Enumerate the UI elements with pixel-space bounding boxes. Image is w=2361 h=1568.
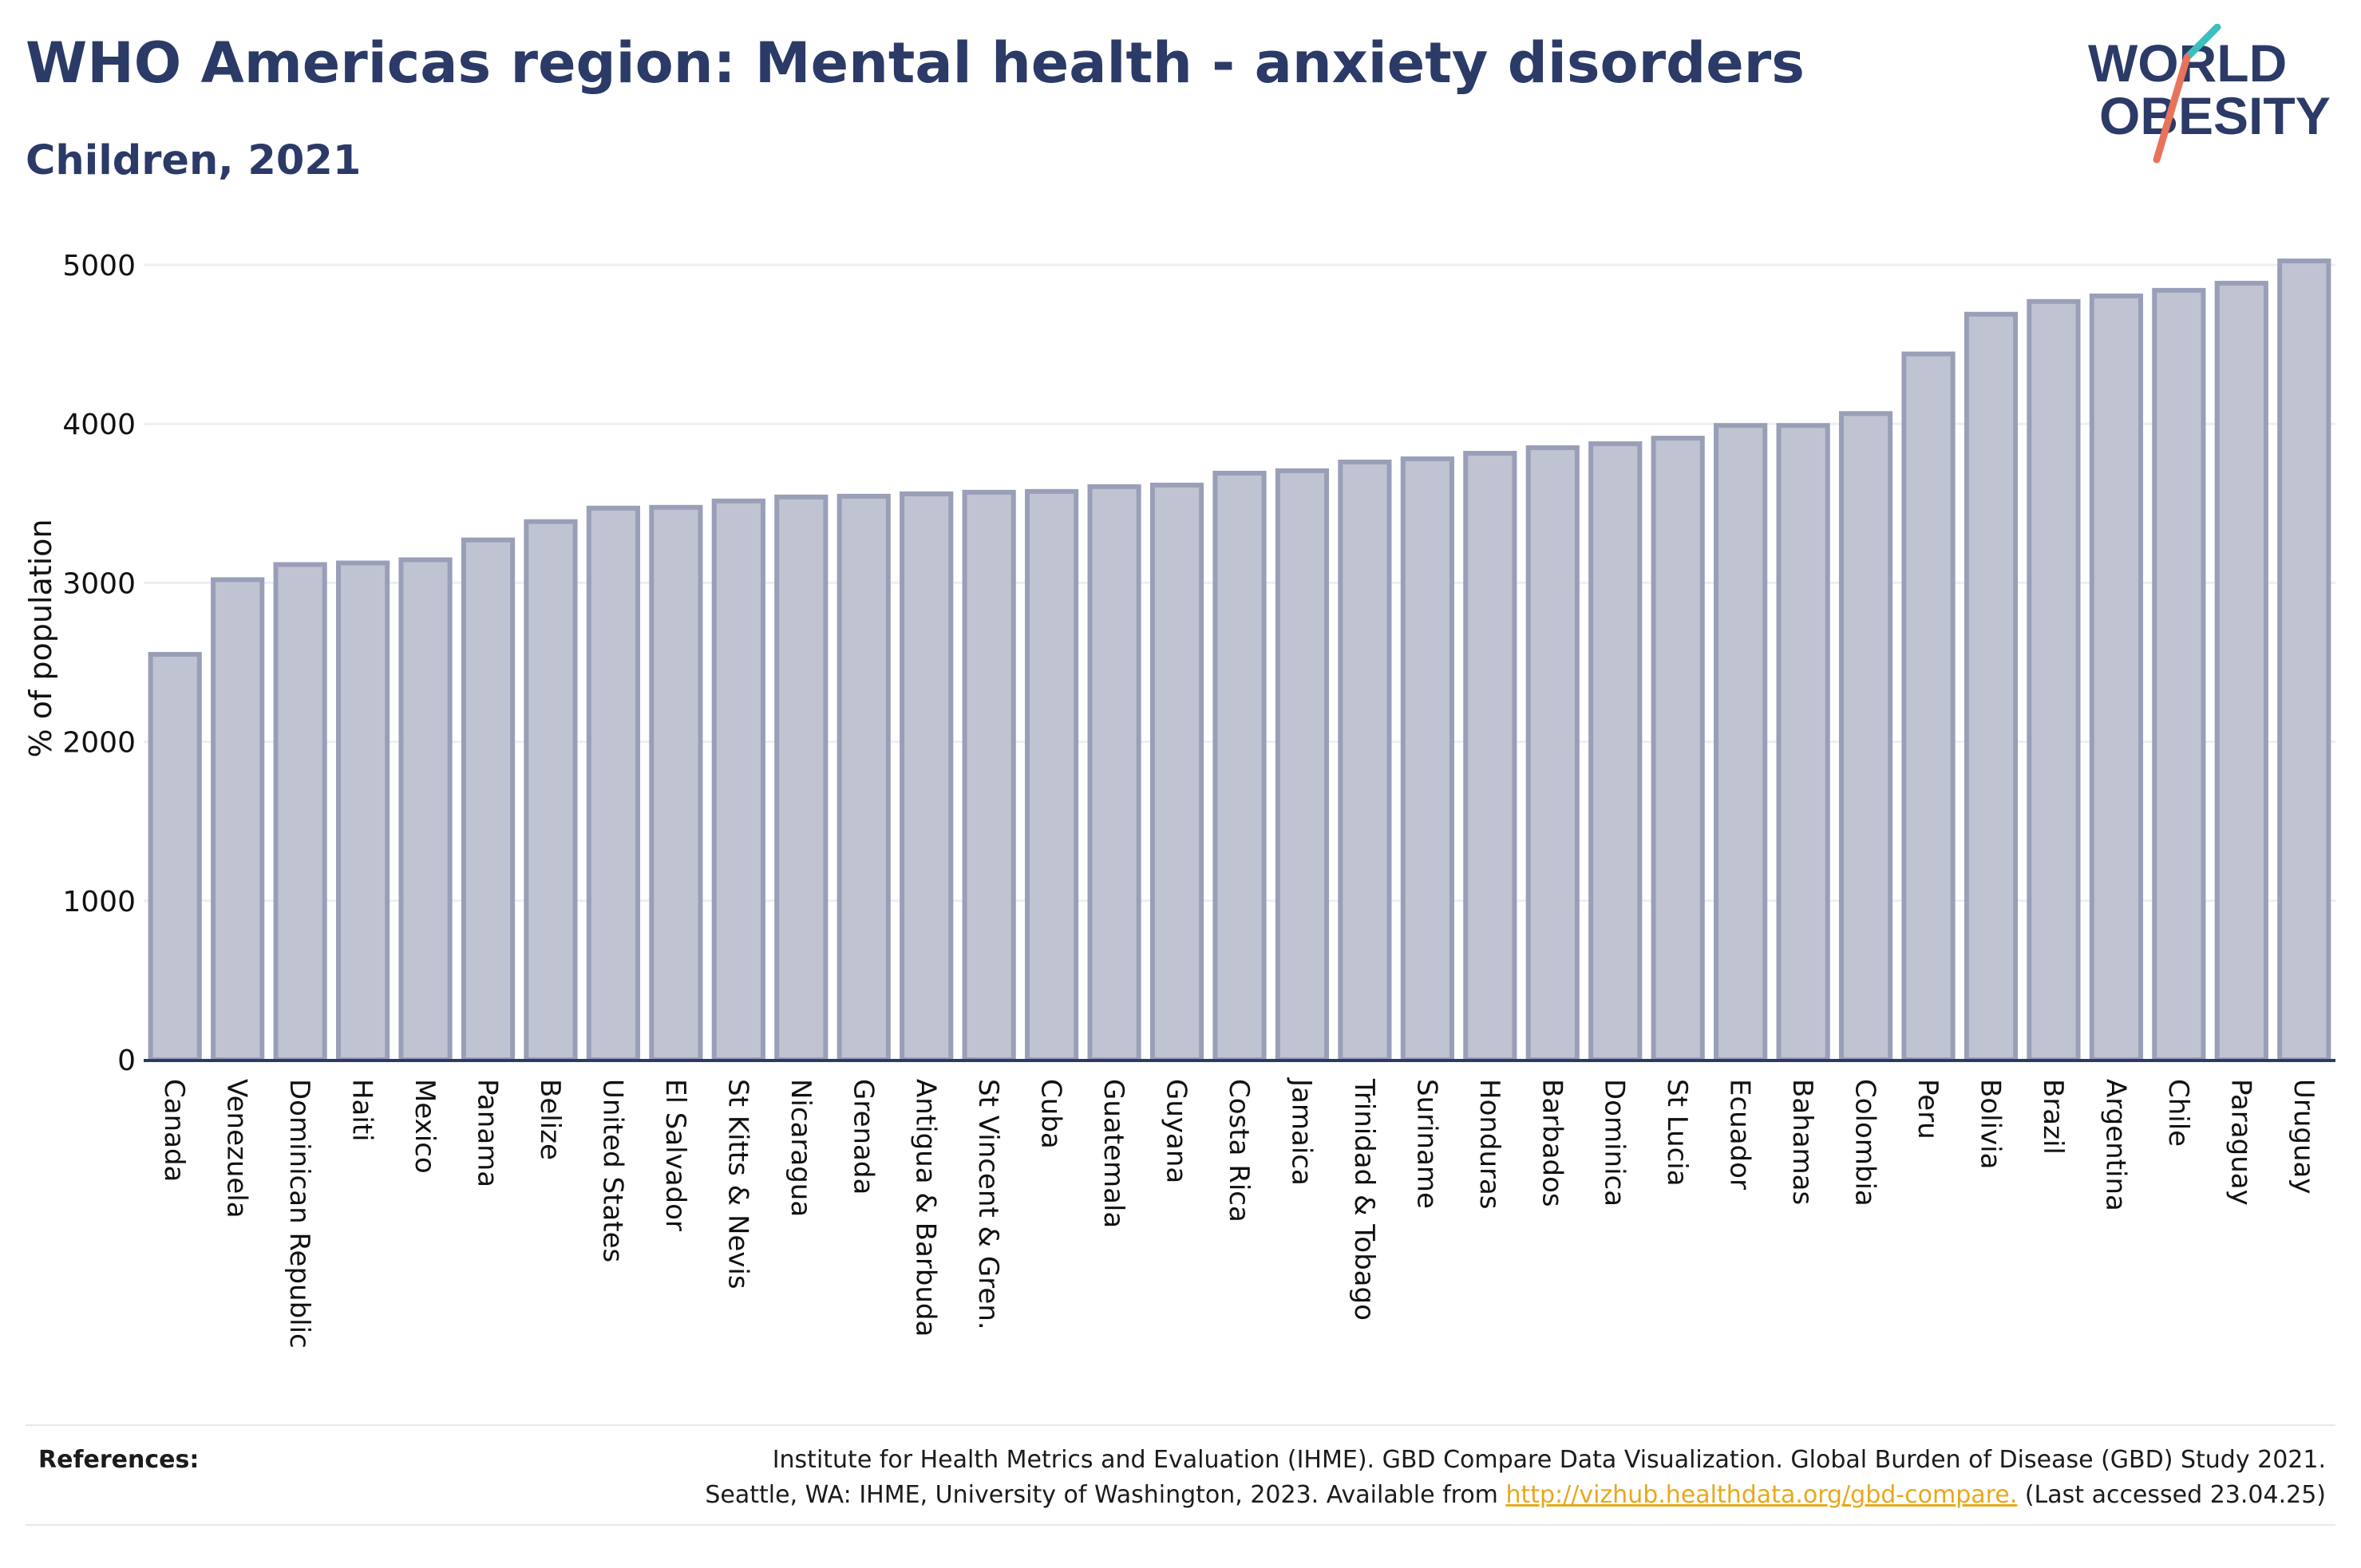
reference-line-2: Seattle, WA: IHME, University of Washing… <box>705 1478 2326 1513</box>
x-tick-label: Jamaica <box>1285 1077 1317 1186</box>
x-tick-label: Mexico <box>409 1079 441 1174</box>
x-tick-label: Paraguay <box>2225 1079 2256 1206</box>
bar <box>148 652 202 1062</box>
x-tick-label: Belize <box>534 1079 566 1160</box>
logo-slash-coral <box>2153 53 2191 164</box>
bar <box>336 560 390 1062</box>
bar <box>1275 468 1330 1062</box>
bar <box>461 537 516 1062</box>
x-tick-label: Barbados <box>1536 1079 1568 1207</box>
bar <box>398 557 453 1062</box>
x-tick-label: Nicaragua <box>785 1079 817 1217</box>
x-tick-label: Haiti <box>346 1079 378 1142</box>
y-axis-label: % of population <box>23 519 58 757</box>
bar <box>2027 298 2081 1063</box>
bar <box>1714 423 1768 1062</box>
y-tick-label: 1000 <box>62 886 136 918</box>
bar <box>1964 311 2019 1062</box>
bar <box>1776 423 1830 1062</box>
bar <box>1651 436 1705 1062</box>
bar <box>2277 259 2331 1062</box>
reference-link[interactable]: http://vizhub.healthdata.org/gbd-compare… <box>1505 1481 2018 1509</box>
bar <box>711 498 765 1062</box>
bar <box>836 493 891 1062</box>
bar <box>1087 484 1141 1062</box>
bar <box>1212 470 1267 1062</box>
bar <box>211 577 265 1062</box>
bar <box>1901 351 1956 1062</box>
bar <box>1588 441 1643 1062</box>
x-tick-label: Peru <box>1912 1079 1944 1139</box>
x-tick-label: Uruguay <box>2288 1079 2319 1195</box>
x-tick-label: Argentina <box>2099 1079 2131 1211</box>
y-tick-labels: 0 1000 2000 3000 4000 5000 <box>62 250 136 1077</box>
bar <box>1838 411 1893 1062</box>
x-tick-label: Antigua & Barbuda <box>910 1079 942 1337</box>
x-tick-label: Dominica <box>1599 1079 1631 1207</box>
x-tick-labels: Canada Venezuela Dominican Republic Haiti Me… <box>158 1077 2319 1349</box>
bar <box>1025 488 1079 1062</box>
bar <box>524 519 578 1062</box>
bar <box>586 505 641 1062</box>
x-tick-label: Guyana <box>1161 1079 1192 1183</box>
bar <box>1463 451 1517 1062</box>
x-tick-label: St Kitts & Nevis <box>722 1079 753 1290</box>
logo-slash-teal <box>2183 24 2221 61</box>
x-tick-label: Suriname <box>1410 1079 1442 1209</box>
y-tick-label: 3000 <box>62 567 136 600</box>
x-tick-label: Panama <box>472 1079 504 1187</box>
world-obesity-logo: WORLD OBESITY <box>2088 24 2331 164</box>
x-tick-label: Colombia <box>1849 1079 1881 1207</box>
bar <box>2089 293 2143 1062</box>
chart-title: WHO Americas region: Mental health - anx… <box>26 30 1805 96</box>
bar <box>1400 456 1454 1062</box>
bar <box>1149 482 1204 1062</box>
references-top-rule <box>26 1424 2335 1426</box>
x-tick-label: Chile <box>2162 1079 2194 1147</box>
y-tick-label: 4000 <box>62 409 136 441</box>
bar <box>2152 287 2206 1062</box>
x-tick-label: Costa Rica <box>1223 1079 1255 1222</box>
x-tick-label: Brazil <box>2037 1079 2069 1155</box>
reference-line-2-suffix: (Last accessed 23.04.25) <box>2017 1481 2326 1509</box>
bars <box>148 259 2331 1063</box>
bar <box>1525 445 1580 1062</box>
x-tick-label: Trinidad & Tobago <box>1348 1078 1380 1321</box>
logo-text-obesity: OBESITY <box>2099 86 2331 145</box>
bar <box>649 504 703 1062</box>
x-tick-label: Canada <box>158 1079 190 1182</box>
y-tick-label: 5000 <box>62 250 136 282</box>
x-tick-label: Bahamas <box>1786 1079 1818 1205</box>
y-tick-label: 2000 <box>62 727 136 760</box>
x-tick-label: El Salvador <box>659 1079 691 1231</box>
x-tick-label: Grenada <box>847 1079 879 1195</box>
x-tick-label: United States <box>596 1079 628 1262</box>
y-tick-label: 0 <box>117 1045 136 1077</box>
chart-subtitle: Children, 2021 <box>26 137 362 184</box>
x-tick-label: Venezuela <box>221 1079 253 1218</box>
reference-line-2-prefix: Seattle, WA: IHME, University of Washing… <box>705 1481 1506 1509</box>
x-tick-label: Cuba <box>1035 1079 1067 1149</box>
x-tick-label: Ecuador <box>1724 1079 1756 1190</box>
references-text: Institute for Health Metrics and Evaluat… <box>705 1443 2326 1513</box>
x-tick-label: Honduras <box>1473 1079 1505 1210</box>
x-tick-label: St Vincent & Gren. <box>972 1079 1004 1330</box>
reference-line-1: Institute for Health Metrics and Evaluat… <box>772 1446 2326 1474</box>
bar <box>273 562 327 1062</box>
x-tick-label: Bolivia <box>1974 1079 2006 1169</box>
bar <box>1338 460 1392 1062</box>
bar <box>900 491 954 1062</box>
references-label: References: <box>38 1446 200 1474</box>
x-tick-label: St Lucia <box>1661 1079 1693 1187</box>
bar <box>2214 280 2268 1062</box>
references-bottom-rule <box>26 1524 2335 1526</box>
x-tick-label: Dominican Republic <box>283 1079 315 1349</box>
bar <box>774 494 829 1062</box>
bar <box>962 489 1016 1062</box>
x-tick-label: Guatemala <box>1097 1079 1129 1228</box>
